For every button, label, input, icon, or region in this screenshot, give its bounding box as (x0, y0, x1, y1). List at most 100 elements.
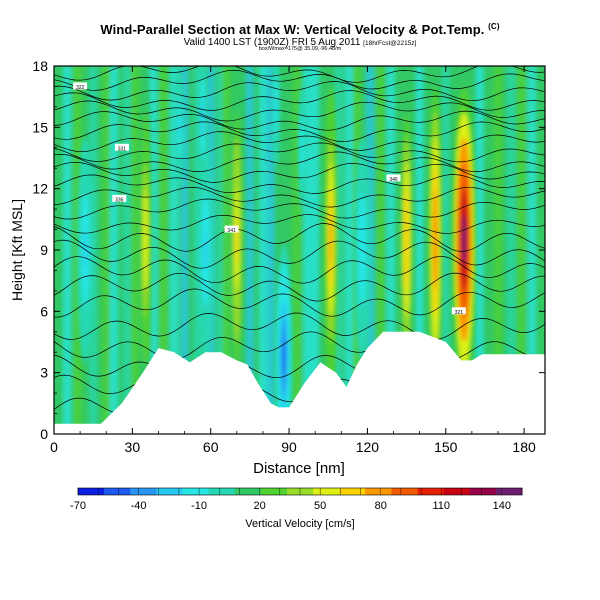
copyright-mark: (C) (488, 22, 500, 31)
contour-label-text: 341 (227, 228, 236, 234)
colorbar-swatch (156, 488, 183, 495)
theta-contour (54, 69, 545, 91)
colorbar-tick-label: -40 (131, 500, 147, 512)
velocity-streak (475, 66, 484, 434)
velocity-streak (180, 66, 189, 434)
velocity-streak (506, 66, 516, 434)
colorbar-swatch (365, 488, 392, 495)
downdraft-core (178, 117, 181, 138)
title-text: Wind-Parallel Section at Max W: Vertical… (100, 22, 485, 37)
velocity-streak (222, 66, 231, 434)
velocity-streak (292, 66, 302, 434)
colorbar-swatch (208, 488, 236, 495)
velocity-streak (102, 66, 111, 434)
x-tick-label: 180 (512, 439, 536, 455)
subtitle-text: Valid 1400 LST (1900Z) FRI 5 Aug 2011 (183, 37, 361, 48)
contour-label-box (114, 143, 129, 151)
y-tick-label: 3 (40, 365, 48, 381)
theta-contour (54, 312, 545, 341)
y-tick-label: 0 (40, 426, 48, 442)
velocity-streak (62, 66, 72, 434)
velocity-streak (310, 66, 320, 434)
colorbar-swatch (104, 488, 131, 495)
theta-contour (54, 214, 545, 234)
colorbar: -70 -40 -10 20 50 80 110 140 (70, 487, 523, 512)
y-tick-label: 12 (32, 181, 48, 197)
colorbar-swatch (78, 488, 105, 495)
velocity-streak (245, 66, 255, 434)
velocity-streak (130, 66, 140, 434)
downdraft-core (282, 337, 286, 376)
velocity-streak (376, 66, 385, 434)
y-axis-label: Height [Kft MSL] (9, 199, 25, 301)
theta-contour (54, 131, 545, 153)
colorbar-swatch (469, 488, 497, 495)
theta-contour (54, 66, 545, 83)
x-tick-label: 60 (203, 439, 219, 455)
contour-label-box (112, 194, 127, 202)
velocity-streak (216, 66, 226, 434)
contour-label: 322 (73, 82, 88, 91)
velocity-streak (493, 66, 503, 434)
velocity-streak (344, 66, 354, 434)
contour-label: 346 (386, 174, 401, 183)
theta-contour (54, 161, 545, 183)
velocity-streak (334, 66, 343, 434)
downdraft-core (275, 96, 277, 118)
colorbar-swatch (313, 488, 340, 495)
colorbar-tick-label: 140 (493, 500, 511, 512)
theta-contour (54, 198, 545, 220)
velocity-streak (109, 66, 119, 434)
downdraft-core (204, 231, 207, 269)
theta-contour (54, 90, 545, 111)
y-tick-label: 6 (40, 303, 48, 319)
theta-contour (54, 110, 545, 131)
theta-contour (54, 121, 545, 142)
colorbar-tick-label: 110 (432, 500, 450, 512)
theta-contour (54, 288, 545, 318)
plot-area: 322 331 336 341 346 321 (54, 66, 545, 434)
colorbar-swatch (260, 488, 288, 495)
velocity-streak (258, 66, 268, 434)
contour-label-text: 321 (455, 310, 464, 316)
x-tick-label: 0 (50, 439, 58, 455)
chart-info-line: box/Wmax=175@ 35.09,-96.48/m (258, 46, 342, 52)
colorbar-swatch (130, 488, 157, 495)
updraft-core (329, 214, 332, 266)
colorbar-swatch (234, 488, 262, 495)
colorbar-swatch (182, 488, 210, 495)
velocity-streak (266, 66, 275, 434)
theta-contour (54, 81, 545, 102)
y-tick-label: 9 (40, 242, 48, 258)
downdraft-core (301, 137, 303, 158)
updraft-core (434, 214, 437, 266)
terrain (54, 331, 545, 434)
y-tick-label: 15 (32, 119, 48, 135)
axes: 0 30 60 90 120 150 180 0 3 6 9 12 15 18 (32, 58, 545, 455)
updraft-core (144, 214, 147, 266)
updraft-core (235, 214, 238, 266)
colorbar-tick-label: -10 (191, 500, 207, 512)
velocity-streak (149, 66, 158, 434)
colorbar-tick-label: -70 (70, 500, 86, 512)
colorbar-swatch (443, 488, 471, 495)
velocity-streak (122, 66, 132, 434)
theta-contour (54, 223, 545, 252)
contour-label: 331 (114, 143, 129, 152)
velocity-streak (169, 66, 179, 434)
colorbar-swatch (286, 488, 314, 495)
theta-contour (54, 331, 545, 361)
velocity-streak (527, 66, 537, 434)
colorbar-tick-label: 20 (254, 500, 266, 512)
colorbar-swatch (391, 488, 419, 495)
contour-label-box (224, 225, 239, 233)
velocity-streak (415, 66, 424, 434)
theta-contour (54, 186, 545, 208)
colorbar-swatch (495, 488, 523, 495)
downdraft-core (360, 231, 364, 269)
contour-label-box (73, 82, 88, 90)
x-tick-label: 150 (434, 439, 458, 455)
x-axis-label: Distance [nm] (253, 460, 345, 477)
x-tick-label: 30 (125, 439, 141, 455)
chart-title: Wind-Parallel Section at Max W: Vertical… (0, 22, 600, 37)
